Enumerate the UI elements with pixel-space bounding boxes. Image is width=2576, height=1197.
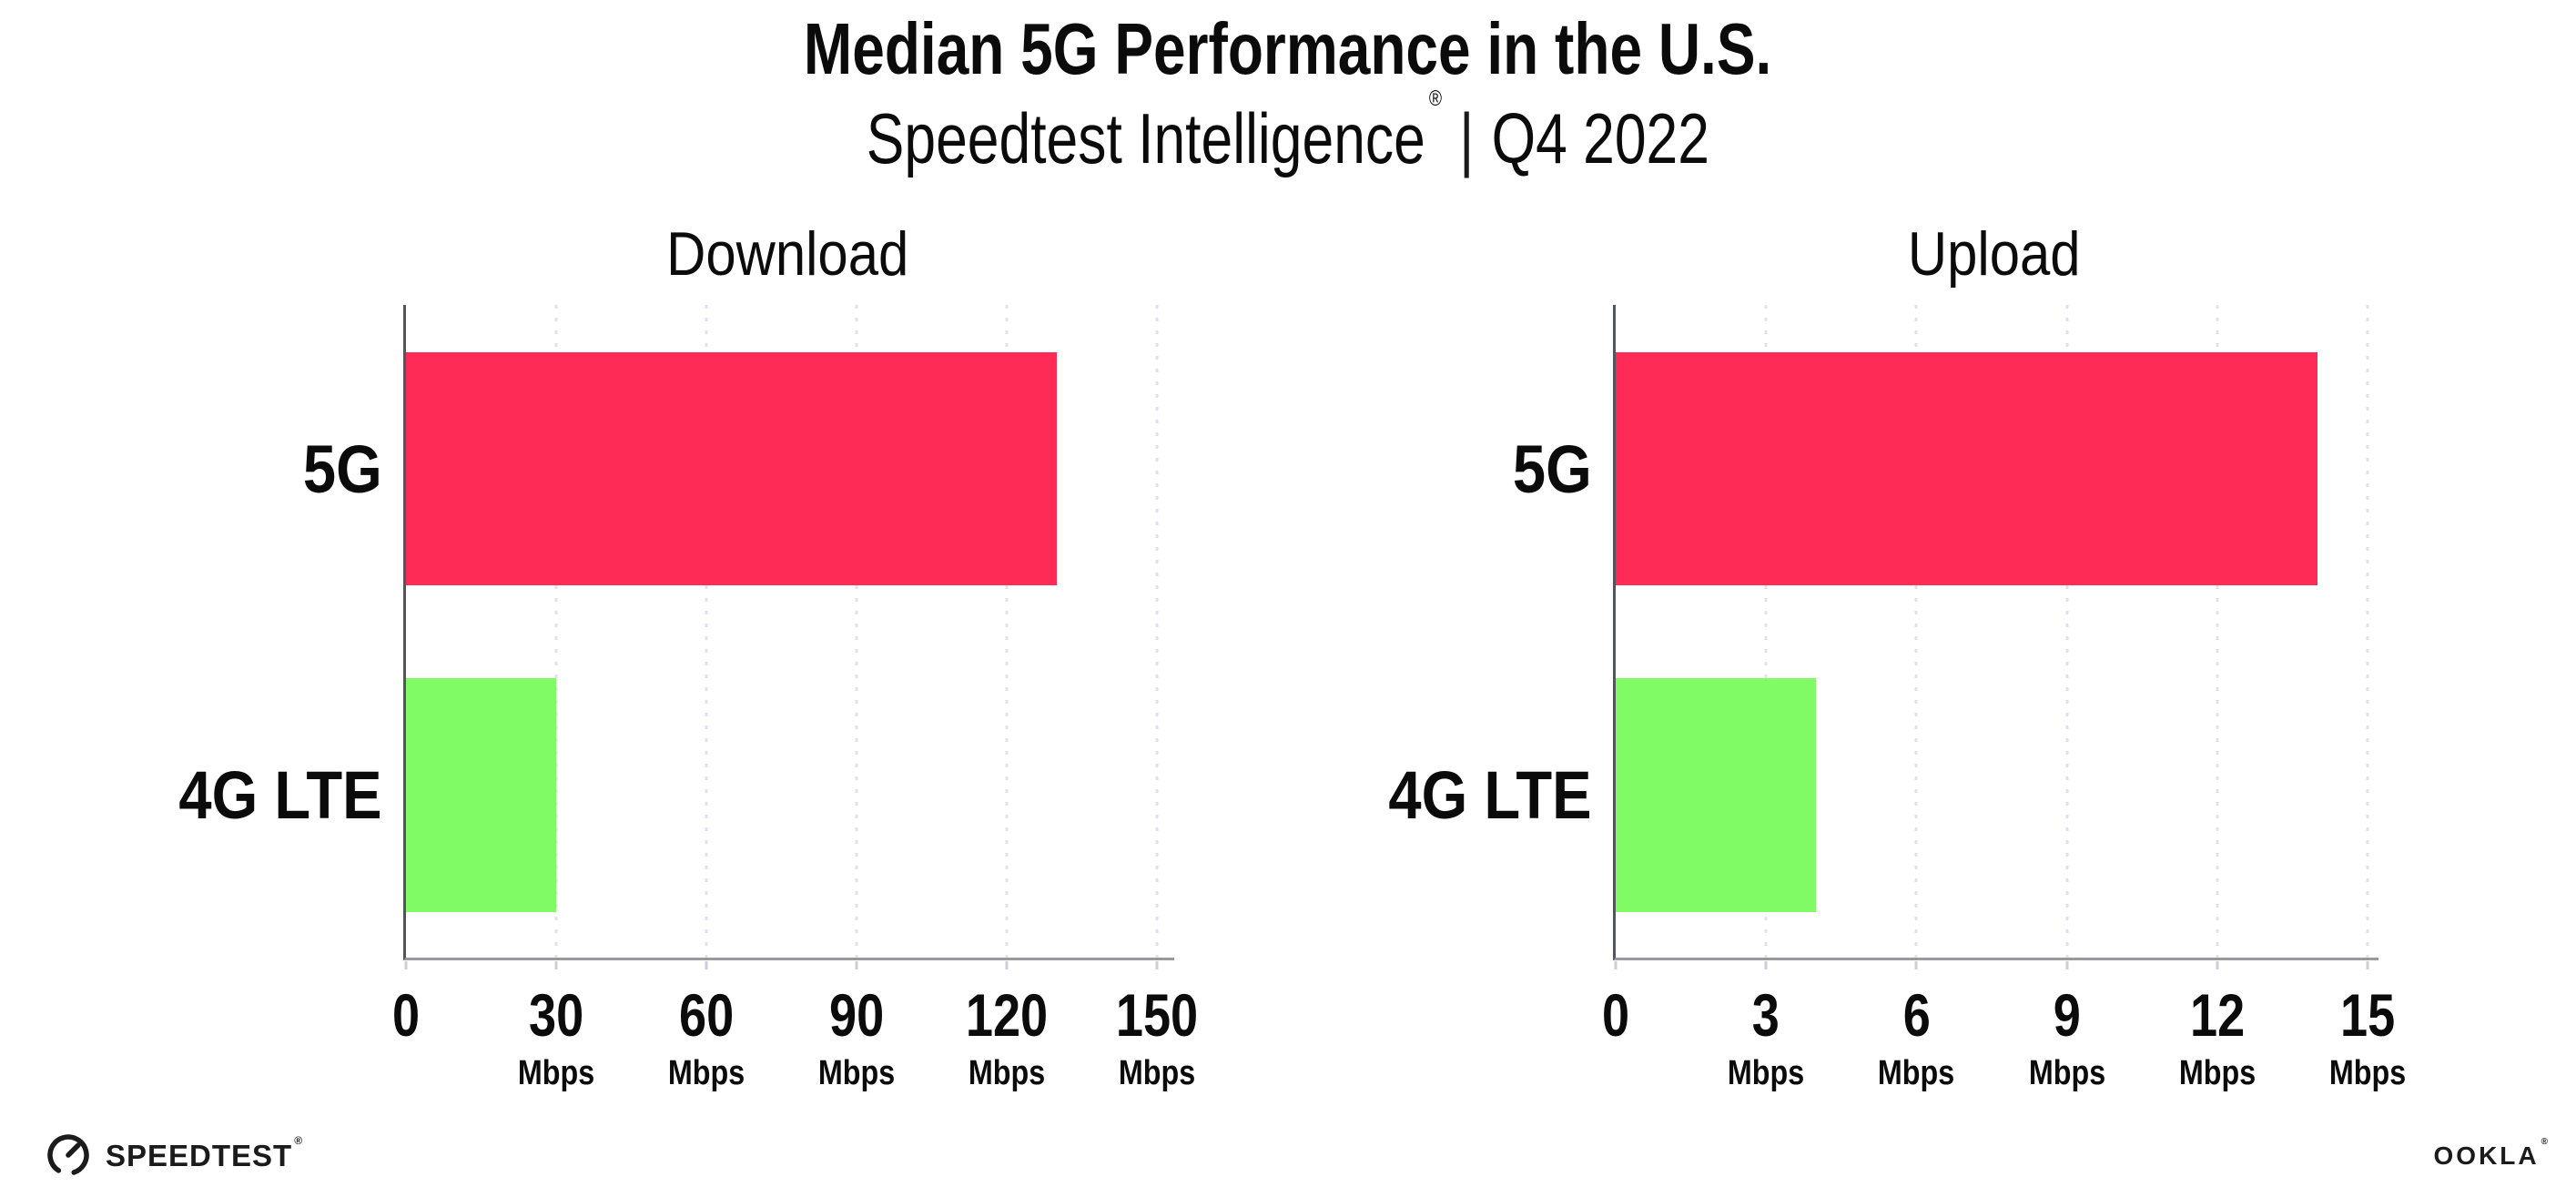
x-tick-unit: Mbps (2328, 1054, 2407, 1092)
x-tick-label-3: 3 Mbps (1721, 985, 1811, 1090)
x-tick-unit: Mbps (817, 1054, 896, 1092)
subtitle-separator: | (1459, 98, 1475, 178)
x-tick-value: 0 (1601, 981, 1630, 1049)
tick-mark (2216, 961, 2219, 969)
registered-mark: ® (1428, 86, 1443, 111)
x-tick-value: 15 (2339, 981, 2395, 1049)
x-tick-label-60: 60 Mbps (661, 985, 751, 1090)
bar-5g (1616, 351, 2317, 586)
bar-4g-lte (1616, 678, 1817, 912)
download-plot: 0 30 Mbps 60 Mbps 90 Mbps 120 Mbps 150 Mbps 5G 4G LT… (179, 305, 1198, 1090)
bar-5g (406, 351, 1057, 586)
subtitle-brand: Speedtest Intelligence (866, 98, 1425, 178)
chart-title: Median 5G Performance in the U.S. (0, 11, 2576, 87)
speedtest-logo: SPEEDTEST ® (46, 1132, 303, 1178)
x-axis: 0 30 Mbps 60 Mbps 90 Mbps 120 Mbps 150 Mbps (392, 985, 1198, 1140)
upload-plot: 0 3 Mbps 6 Mbps 9 Mbps 12 Mbps 15 Mbps 5G 4G LTE (1389, 305, 2406, 1090)
x-tick-unit: Mbps (667, 1054, 745, 1092)
chart-title-text: Median 5G Performance in the U.S. (804, 8, 1772, 89)
category-label-4g-lte: 4G LTE (1388, 757, 1592, 834)
x-axis: 0 3 Mbps 6 Mbps 9 Mbps 12 Mbps 15 Mbps (1602, 985, 2406, 1140)
x-tick-label-120: 120 Mbps (957, 985, 1057, 1090)
tick-mark (855, 961, 858, 969)
x-tick-label-9: 9 Mbps (2022, 985, 2112, 1090)
gridline (2366, 305, 2369, 958)
tick-mark (554, 961, 558, 969)
ookla-registered-mark: ® (2541, 1136, 2551, 1147)
gridline (1155, 305, 1159, 958)
gridline (554, 305, 558, 958)
tick-mark (705, 961, 708, 969)
category-label-5g: 5G (1513, 431, 1592, 507)
category-label-4g-lte: 4G LTE (178, 757, 382, 834)
tick-mark (2065, 961, 2069, 969)
x-tick-value: 150 (1115, 981, 1198, 1049)
category-labels: 5G 4G LTE (73, 305, 382, 958)
gridline (2216, 305, 2219, 958)
x-tick-label-0: 0 (1599, 985, 1633, 1045)
chart-subtitle: Speedtest Intelligence ® | Q4 2022 (0, 87, 2576, 177)
x-tick-label-90: 90 Mbps (811, 985, 901, 1090)
tick-mark (1764, 961, 1768, 969)
x-tick-value: 0 (391, 981, 421, 1049)
category-label-5g: 5G (303, 431, 382, 507)
x-tick-label-0: 0 (390, 985, 423, 1045)
gridline (1764, 305, 1768, 958)
speedtest-registered-mark: ® (294, 1133, 304, 1147)
gridline (705, 305, 708, 958)
x-tick-label-6: 6 Mbps (1871, 985, 1962, 1090)
tick-mark (1155, 961, 1159, 969)
upload-subplot-title: Upload (1908, 219, 2081, 289)
x-tick-value: 120 (965, 981, 1048, 1049)
gridline (1005, 305, 1009, 958)
x-tick-unit: Mbps (2178, 1054, 2256, 1092)
subtitle-period: Q4 2022 (1491, 98, 1710, 178)
x-tick-unit: Mbps (1728, 1054, 1805, 1092)
x-tick-value: 3 (1752, 981, 1780, 1049)
x-tick-unit: Mbps (968, 1054, 1045, 1092)
category-labels: 5G 4G LTE (1283, 305, 1592, 958)
gridline (855, 305, 858, 958)
tick-mark (1914, 961, 1918, 969)
x-tick-unit: Mbps (1118, 1054, 1195, 1092)
speedtest-wordmark: SPEEDTEST ® (106, 1133, 304, 1172)
download-subplot-title: Download (665, 219, 909, 289)
x-tick-unit: Mbps (1878, 1054, 1955, 1092)
tick-mark (1005, 961, 1009, 969)
x-tick-label-30: 30 Mbps (511, 985, 601, 1090)
x-tick-unit: Mbps (2028, 1054, 2105, 1092)
x-tick-label-15: 15 Mbps (2322, 985, 2412, 1090)
bar-4g-lte (406, 678, 556, 912)
x-tick-label-150: 150 Mbps (1107, 985, 1207, 1090)
ookla-wordmark: OOKLA ® (2433, 1136, 2551, 1170)
x-tick-value: 9 (2053, 981, 2081, 1049)
tick-mark (1614, 961, 1618, 969)
gridline (1914, 305, 1918, 958)
speedtest-gauge-icon (47, 1134, 89, 1176)
x-tick-unit: Mbps (517, 1054, 595, 1092)
tick-mark (404, 961, 408, 969)
x-tick-value: 30 (528, 981, 584, 1049)
x-tick-value: 90 (828, 981, 884, 1049)
tick-mark (2366, 961, 2369, 969)
x-tick-value: 12 (2189, 981, 2245, 1049)
x-tick-value: 6 (1902, 981, 1931, 1049)
gridline (2065, 305, 2069, 958)
x-tick-value: 60 (678, 981, 734, 1049)
x-tick-label-12: 12 Mbps (2172, 985, 2262, 1090)
